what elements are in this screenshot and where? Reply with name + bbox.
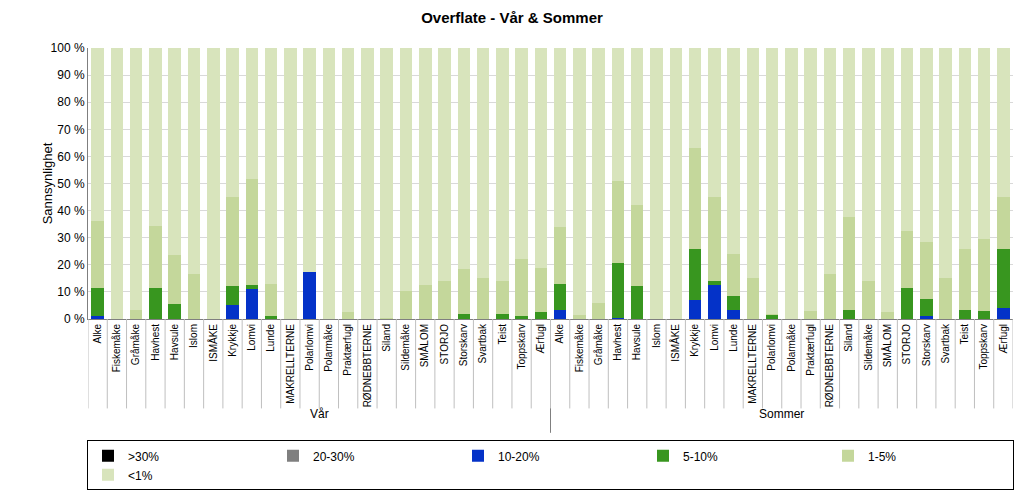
svg-text:Gråmåke: Gråmåke: [130, 324, 141, 366]
svg-text:20-30%: 20-30%: [313, 450, 355, 464]
svg-text:Havsule: Havsule: [169, 324, 180, 361]
svg-text:SMÅLOM: SMÅLOM: [881, 324, 893, 367]
svg-text:100 %: 100 %: [51, 41, 85, 55]
svg-text:>30%: >30%: [128, 450, 159, 464]
svg-text:5-10%: 5-10%: [683, 450, 718, 464]
svg-text:Havhest: Havhest: [150, 324, 161, 361]
svg-text:Gråmåke: Gråmåke: [593, 324, 604, 366]
svg-text:Havhest: Havhest: [612, 324, 623, 361]
svg-text:Svartbak: Svartbak: [477, 323, 488, 363]
svg-text:Overflate - Vår & Sommer: Overflate - Vår & Sommer: [421, 9, 603, 26]
svg-text:Lomvi: Lomvi: [709, 324, 720, 351]
svg-text:MAKRELLTERNE: MAKRELLTERNE: [747, 324, 758, 404]
svg-text:Polarmåke: Polarmåke: [323, 324, 334, 372]
svg-text:60 %: 60 %: [57, 150, 85, 164]
svg-text:Storskarv: Storskarv: [921, 324, 932, 366]
svg-text:80 %: 80 %: [57, 95, 85, 109]
svg-text:Alke: Alke: [92, 324, 103, 344]
svg-text:ISMÅKE: ISMÅKE: [207, 324, 219, 362]
svg-text:<1%: <1%: [128, 469, 153, 483]
svg-text:Lomvi: Lomvi: [246, 324, 257, 351]
svg-text:SMÅLOM: SMÅLOM: [418, 324, 430, 367]
svg-text:30 %: 30 %: [57, 231, 85, 245]
svg-text:Polarlomvi: Polarlomvi: [766, 324, 777, 371]
svg-text:Polarmåke: Polarmåke: [786, 324, 797, 372]
svg-text:Ærfugl: Ærfugl: [998, 324, 1009, 353]
svg-text:70 %: 70 %: [57, 123, 85, 137]
svg-text:Siland: Siland: [381, 324, 392, 352]
svg-text:Toppskarv: Toppskarv: [978, 324, 989, 370]
svg-text:0 %: 0 %: [64, 312, 85, 326]
svg-text:Svartbak: Svartbak: [940, 323, 951, 363]
svg-text:Sildemåke: Sildemåke: [863, 324, 874, 371]
svg-text:90 %: 90 %: [57, 68, 85, 82]
svg-text:STORJO: STORJO: [439, 324, 450, 365]
svg-text:Islom: Islom: [188, 324, 199, 348]
svg-text:Krykkje: Krykkje: [227, 324, 238, 357]
svg-text:Alke: Alke: [554, 324, 565, 344]
svg-text:Lunde: Lunde: [265, 324, 276, 352]
svg-text:Islom: Islom: [651, 324, 662, 348]
svg-text:Lunde: Lunde: [728, 324, 739, 352]
svg-text:40 %: 40 %: [57, 204, 85, 218]
svg-text:Sannsynlighet: Sannsynlighet: [40, 142, 55, 224]
svg-text:Siland: Siland: [843, 324, 854, 352]
svg-text:Havsule: Havsule: [631, 324, 642, 361]
svg-text:Praktærfugl: Praktærfugl: [342, 324, 353, 376]
svg-text:Sommer: Sommer: [759, 407, 804, 421]
svg-text:Praktærfugl: Praktærfugl: [805, 324, 816, 376]
svg-text:Polarlomvi: Polarlomvi: [304, 324, 315, 371]
svg-text:RØDNEBBTERNE: RØDNEBBTERNE: [362, 324, 373, 408]
svg-text:Krykkje: Krykkje: [689, 324, 700, 357]
svg-text:Teist: Teist: [497, 324, 508, 345]
svg-text:50 %: 50 %: [57, 177, 85, 191]
svg-text:ISMÅKE: ISMÅKE: [669, 324, 681, 362]
svg-text:RØDNEBBTERNE: RØDNEBBTERNE: [824, 324, 835, 408]
svg-text:Toppskarv: Toppskarv: [516, 324, 527, 370]
svg-text:Ærfugl: Ærfugl: [535, 324, 546, 353]
svg-text:Fiskemåke: Fiskemåke: [574, 324, 585, 373]
svg-text:STORJO: STORJO: [901, 324, 912, 365]
svg-text:Storskarv: Storskarv: [458, 324, 469, 366]
svg-text:Fiskemåke: Fiskemåke: [111, 324, 122, 373]
svg-text:10 %: 10 %: [57, 285, 85, 299]
svg-text:20 %: 20 %: [57, 258, 85, 272]
svg-text:Sildemåke: Sildemåke: [400, 324, 411, 371]
svg-text:Teist: Teist: [959, 324, 970, 345]
svg-text:1-5%: 1-5%: [868, 450, 896, 464]
svg-text:MAKRELLTERNE: MAKRELLTERNE: [285, 324, 296, 404]
svg-text:10-20%: 10-20%: [498, 450, 540, 464]
svg-text:Vår: Vår: [310, 407, 329, 421]
